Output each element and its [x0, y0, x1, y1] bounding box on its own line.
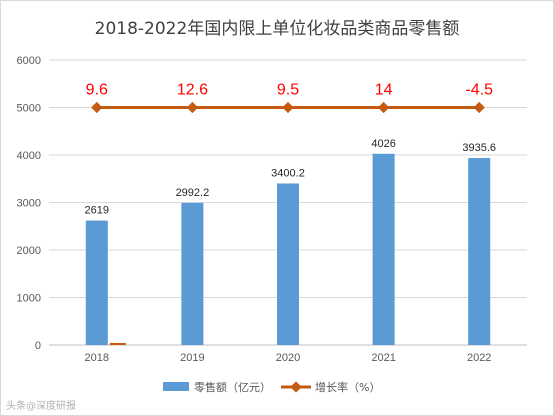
growth-value-label: 9.5 [277, 82, 299, 99]
chart-title: 2018-2022年国内限上单位化妆品类商品零售额 [94, 19, 460, 39]
growth-marker-2018 [91, 101, 103, 114]
y-tick-label: 0 [35, 340, 41, 352]
growth-value-label: 12.6 [177, 82, 208, 99]
growth-marker-2022 [473, 101, 485, 114]
x-tick-label: 2021 [371, 352, 395, 364]
growth-value-label: 14 [375, 82, 393, 99]
bar-value-label: 2619 [85, 205, 109, 217]
bar-value-label: 3400.2 [271, 167, 305, 179]
watermark: 头条@深度研报 [6, 401, 76, 412]
y-tick-label: 1000 [17, 293, 41, 305]
growth-value-label: 9.6 [86, 82, 108, 99]
x-tick-label: 2019 [180, 352, 204, 364]
growth-marker-2021 [377, 101, 390, 114]
bar-2019 [181, 202, 204, 345]
bar-value-label: 3935.6 [462, 142, 496, 154]
bar-2020 [277, 183, 299, 345]
x-tick-label: 2018 [85, 352, 109, 364]
legend-label-bar: 零售额（亿元） [194, 380, 271, 394]
bar-2022 [468, 158, 491, 345]
x-tick-label: 2020 [276, 352, 300, 364]
growth-marker-2019 [186, 101, 199, 114]
legend-swatch-marker [290, 381, 302, 393]
y-tick-label: 6000 [17, 55, 41, 67]
bar-2021 [372, 153, 395, 345]
y-tick-label: 5000 [17, 103, 41, 115]
y-tick-label: 4000 [17, 150, 41, 162]
growth-value-label: -4.5 [465, 82, 493, 99]
y-tick-label: 2000 [17, 245, 41, 257]
legend-label-line: 增长率（%） [315, 380, 380, 394]
bar-value-label: 2992.2 [176, 187, 210, 199]
growth-marker-2020 [282, 101, 294, 114]
bar-2018 [85, 220, 108, 345]
bar-value-label: 4026 [371, 138, 395, 150]
x-tick-label: 2022 [467, 352, 491, 364]
y-tick-label: 3000 [17, 198, 41, 210]
legend-swatch-bar [163, 382, 189, 391]
